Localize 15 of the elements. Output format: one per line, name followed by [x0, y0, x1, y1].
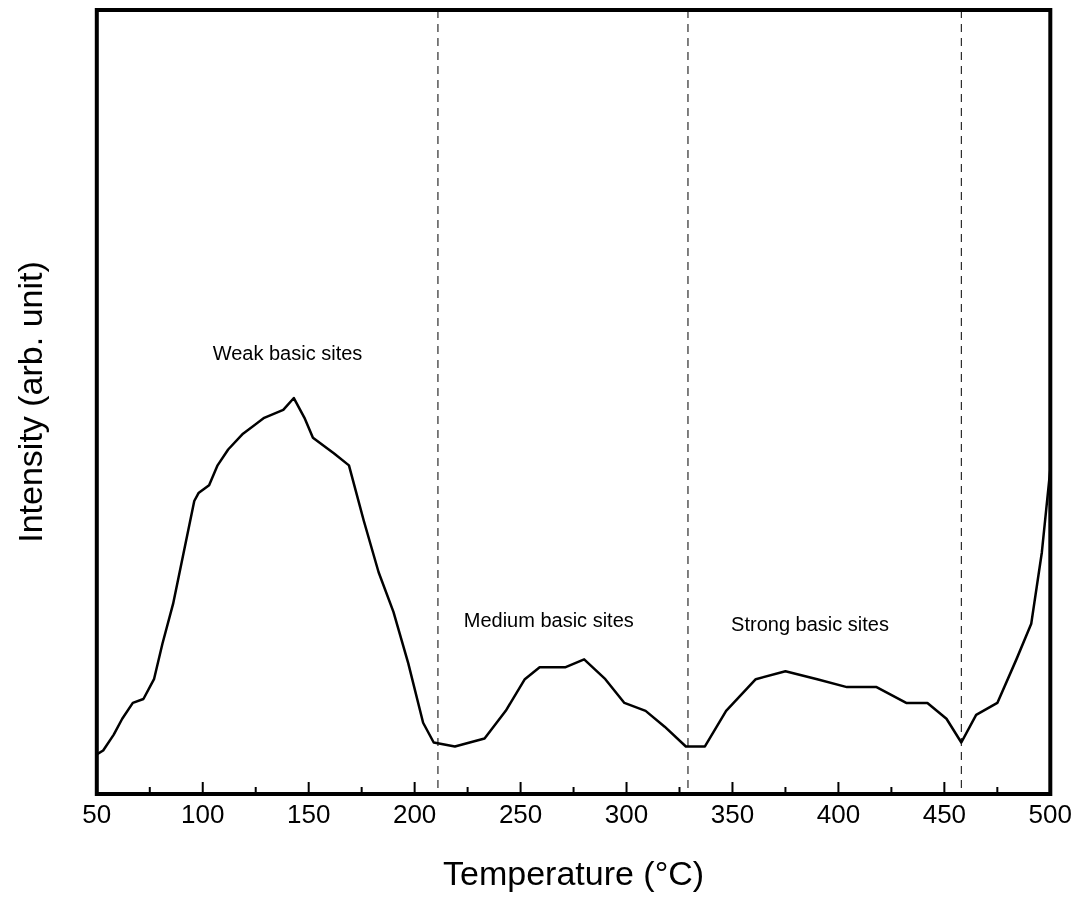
annotation: Medium basic sites [463, 609, 634, 632]
y-axis-title: Intensity (arb. unit) [10, 261, 49, 543]
x-tick-label: 100 [181, 798, 225, 829]
x-tick-label: 250 [498, 798, 543, 829]
x-tick-label: 450 [922, 798, 967, 829]
x-axis-title: Temperature (°C) [443, 853, 705, 892]
x-tick-label: 500 [1028, 798, 1073, 829]
x-tick-label: 50 [82, 798, 112, 829]
x-tick-label: 300 [604, 798, 649, 829]
x-tick-label: 350 [710, 798, 755, 829]
x-tick-label: 200 [392, 798, 437, 829]
text: Weak basic sites [212, 342, 363, 365]
annotation: Strong basic sites [731, 612, 889, 635]
x-tick-label: 400 [816, 798, 861, 829]
x-tick-label: 150 [287, 798, 331, 829]
